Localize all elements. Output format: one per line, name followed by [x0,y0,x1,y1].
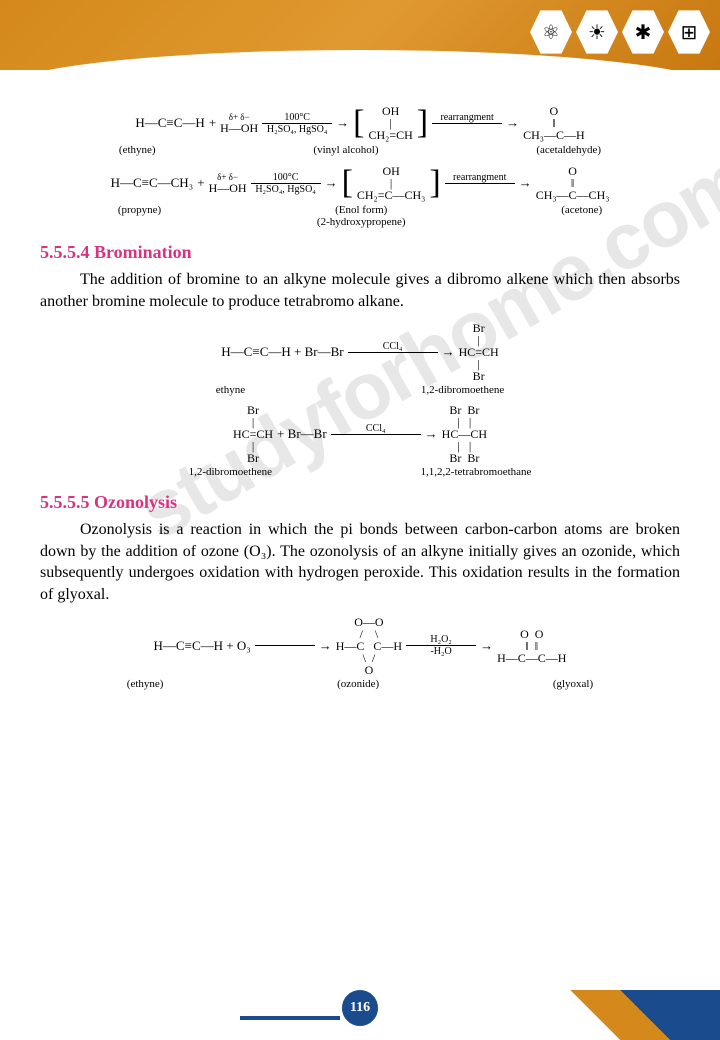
reactant-propyne: H—C≡C—CH₃ [111,175,194,191]
atom-icon: ☀ [576,8,618,56]
footer-accent-left [240,1016,340,1020]
page-footer: 116 [0,990,720,1040]
reactant-water: δ+ δ− H—OH [220,113,258,134]
text-ozonolysis: Ozonolysis is a reaction in which the pi… [40,519,680,605]
footer-accent-right [520,990,720,1040]
page-header: ⚛ ☀ ✱ ⊞ [0,0,720,70]
reaction-arrow-1: 100°C H₂SO₄, HgSO₄ [262,112,332,135]
reaction2-labels: (propyne) (Enol form) (2-hydroxypropene)… [40,204,680,228]
product-acetaldehyde: O ‖ CH₃—C—H [523,105,585,141]
heading-bromination: 5.5.5.4 Bromination [40,242,680,263]
product-glyoxal: O O ‖ ‖ H—C—C—H [497,628,566,664]
page-content: H—C≡C—H + δ+ δ− H—OH 100°C H₂SO₄, HgSO₄ … [0,70,720,708]
network-icon: ✱ [622,8,664,56]
text-bromination: The addition of bromine to an alkyne mol… [40,269,680,312]
header-icon-row: ⚛ ☀ ✱ ⊞ [530,8,710,56]
heading-ozonolysis: 5.5.5.5 Ozonolysis [40,492,680,513]
compound-icon: ⊞ [668,8,710,56]
reaction-ozonolysis: H—C≡C—H + O₃ → O—O / \ H—C C—H \ / O H₂O… [40,616,680,676]
product-tetrabromoethane: Br Br| | HC—CH | |Br Br [442,404,487,464]
reactant-ethyne: H—C≡C—H [135,115,204,131]
product-dibromoethene: Br| HC=CH |Br [459,322,499,382]
reaction-arrow-2: rearrangment [432,112,502,135]
reaction-bromination-1: H—C≡C—H + Br—Br CCl₄ → Br| HC=CH |Br [40,322,680,382]
product-acetone: O ‖ CH₃—C—CH₃ [536,165,610,201]
intermediate-vinyl-alcohol: OH | CH₂=CH [368,105,412,141]
molecule-icon: ⚛ [530,8,572,56]
reaction-ethyne-hydration: H—C≡C—H + δ+ δ− H—OH 100°C H₂SO₄, HgSO₄ … [40,104,680,142]
intermediate-ozonide: O—O / \ H—C C—H \ / O [336,616,402,676]
reaction1-labels: (ethyne) (vinyl alcohol) (acetaldehyde) [40,144,680,156]
reaction-bromination-2: Br| HC=CH |Br + Br—Br CCl₄ → Br Br| | HC… [40,404,680,464]
page-number-badge: 116 [340,988,380,1028]
intermediate-enol: OH | CH₂=C—CH₃ [357,165,425,201]
reaction-propyne-hydration: H—C≡C—CH₃ + δ+ δ− H—OH 100°C H₂SO₄, HgSO… [40,164,680,202]
